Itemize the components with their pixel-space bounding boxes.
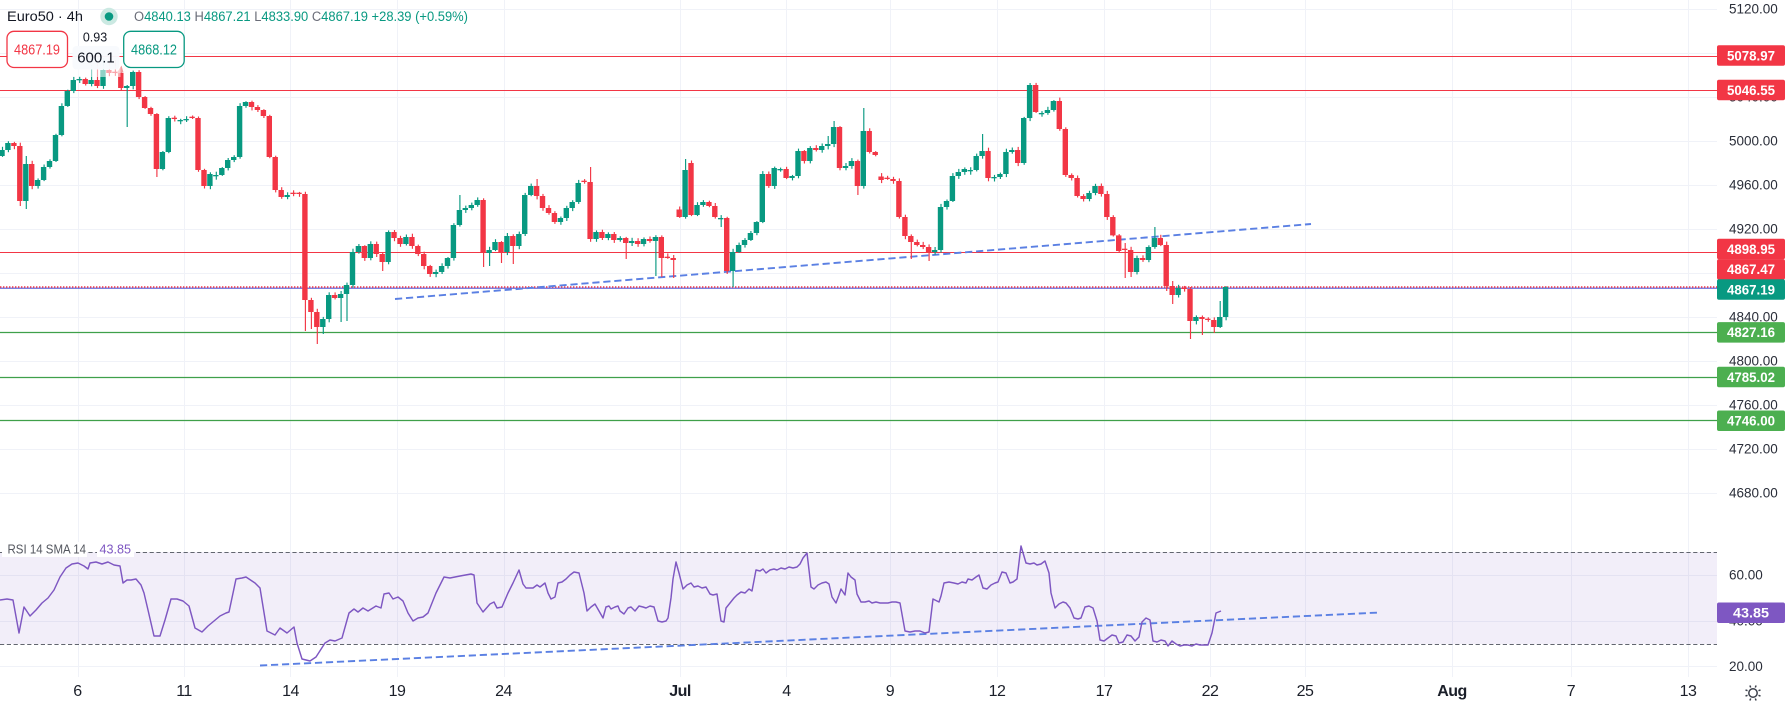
svg-text:4827.16: 4827.16 — [1727, 325, 1775, 340]
svg-text:19: 19 — [389, 683, 406, 700]
svg-text:4800.00: 4800.00 — [1729, 354, 1778, 369]
svg-text:4868.12: 4868.12 — [131, 43, 177, 59]
svg-text:4720.00: 4720.00 — [1729, 442, 1778, 457]
svg-text:60.00: 60.00 — [1729, 568, 1763, 583]
svg-text:4920.00: 4920.00 — [1729, 222, 1778, 237]
svg-text:9: 9 — [886, 683, 895, 700]
svg-text:11: 11 — [176, 683, 192, 700]
svg-text:0.93: 0.93 — [83, 31, 107, 45]
svg-text:25: 25 — [1297, 683, 1314, 700]
svg-text:4: 4 — [782, 683, 791, 700]
svg-text:4867.19: 4867.19 — [1727, 282, 1775, 297]
svg-text:4867.19: 4867.19 — [14, 43, 60, 59]
svg-text:14: 14 — [282, 683, 299, 700]
svg-text:24: 24 — [495, 683, 512, 700]
svg-text:20.00: 20.00 — [1729, 659, 1763, 674]
svg-text:5120.00: 5120.00 — [1729, 2, 1778, 17]
svg-text:4785.02: 4785.02 — [1727, 370, 1775, 385]
svg-text:5046.55: 5046.55 — [1727, 83, 1775, 98]
svg-text:12: 12 — [989, 683, 1006, 700]
svg-text:4898.95: 4898.95 — [1727, 242, 1775, 257]
svg-text:4867.47: 4867.47 — [1727, 262, 1775, 277]
svg-text:4960.00: 4960.00 — [1729, 178, 1778, 193]
svg-text:Euro50 · 4h: Euro50 · 4h — [7, 8, 83, 24]
svg-text:O4840.13 H4867.21 L4833.90 C48: O4840.13 H4867.21 L4833.90 C4867.19 +28.… — [134, 9, 468, 24]
svg-text:22: 22 — [1202, 683, 1219, 700]
svg-text:6: 6 — [73, 683, 82, 700]
svg-text:43.85: 43.85 — [1733, 606, 1770, 621]
svg-text:13: 13 — [1680, 683, 1697, 700]
svg-text:7: 7 — [1567, 683, 1576, 700]
svg-text:4840.00: 4840.00 — [1729, 310, 1778, 325]
svg-text:4680.00: 4680.00 — [1729, 486, 1778, 501]
svg-text:17: 17 — [1096, 683, 1113, 700]
svg-text:Jul: Jul — [669, 683, 691, 700]
svg-text:RSI 14 SMA 14: RSI 14 SMA 14 — [8, 542, 87, 557]
svg-text:5078.97: 5078.97 — [1727, 48, 1775, 63]
svg-text:4746.00: 4746.00 — [1727, 414, 1775, 429]
svg-text:4760.00: 4760.00 — [1729, 398, 1778, 413]
svg-text:43.85: 43.85 — [100, 542, 132, 557]
svg-text:600.1: 600.1 — [77, 50, 115, 67]
svg-text:5000.00: 5000.00 — [1729, 134, 1778, 149]
svg-text:Aug: Aug — [1437, 683, 1467, 700]
